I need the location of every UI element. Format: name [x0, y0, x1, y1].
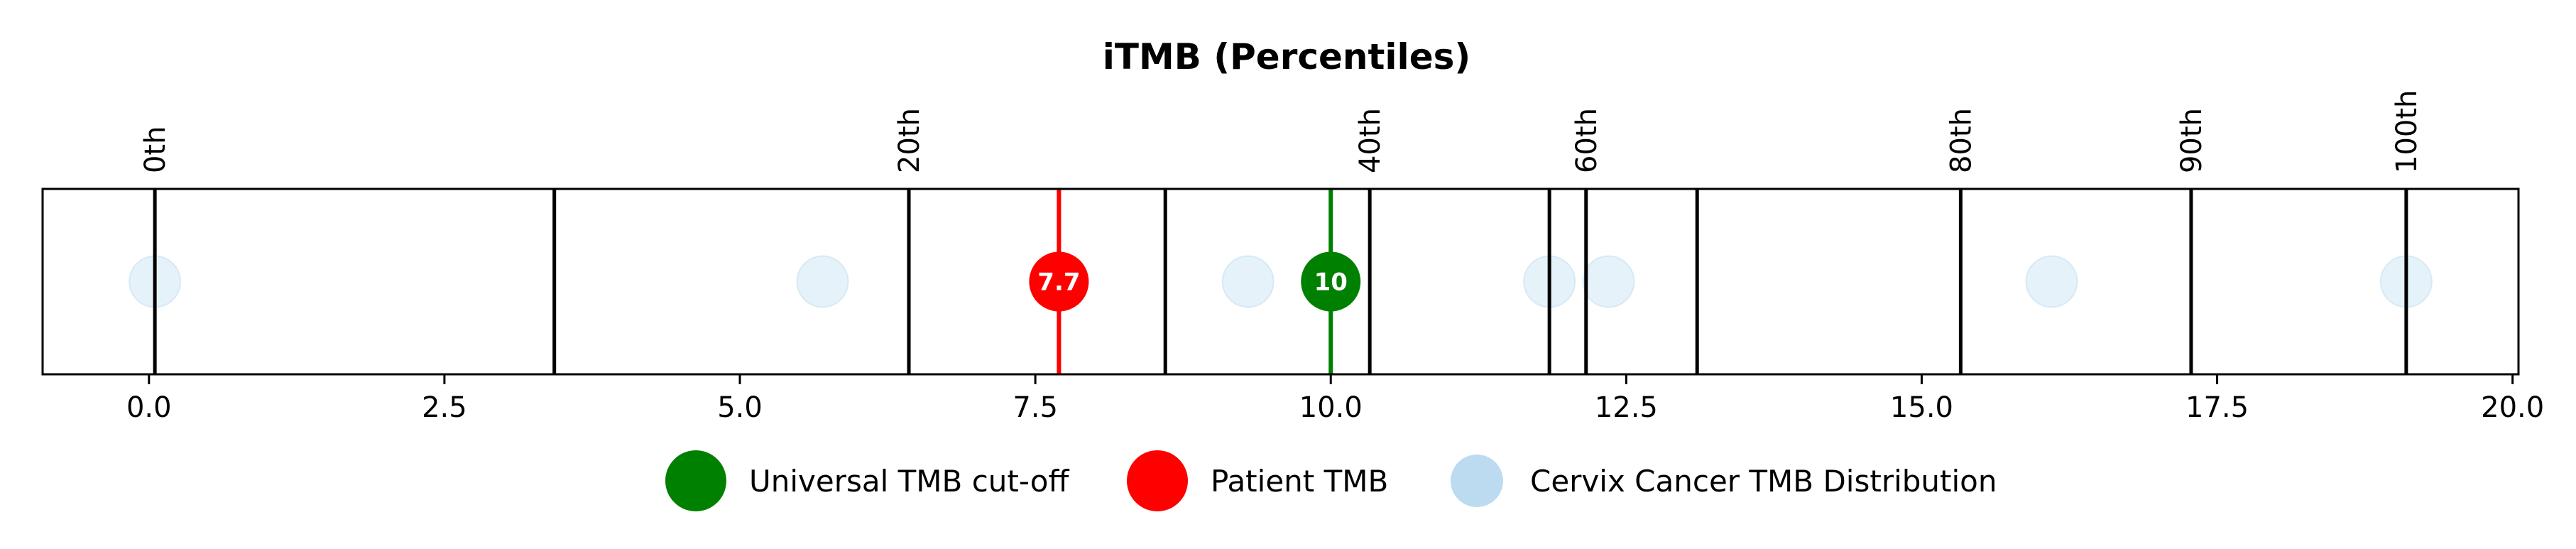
x-tick-label: 0.0	[126, 391, 172, 424]
legend-marker	[1127, 450, 1188, 511]
x-tick-label: 2.5	[422, 391, 467, 424]
x-tick-label: 12.5	[1595, 391, 1658, 424]
plot-frame	[41, 187, 2520, 376]
marker-point	[1301, 251, 1361, 312]
marker-point	[1029, 251, 1089, 312]
x-tick-label: 20.0	[2481, 391, 2544, 424]
legend-label: Cervix Cancer TMB Distribution	[1530, 464, 1997, 499]
percentile-label: 60th	[1571, 108, 1603, 173]
distribution-point	[796, 255, 849, 308]
percentile-label: 100th	[2391, 90, 2423, 173]
x-tick-label: 7.5	[1013, 391, 1058, 424]
legend-marker	[665, 450, 726, 511]
marker-label: 7.7	[1037, 268, 1080, 297]
x-tick-label: 15.0	[1890, 391, 1953, 424]
legend-label: Patient TMB	[1211, 464, 1388, 499]
marker-label: 10	[1314, 268, 1348, 297]
legend-label: Universal TMB cut-off	[749, 464, 1069, 499]
x-tick-label: 17.5	[2185, 391, 2249, 424]
distribution-point	[1582, 255, 1635, 308]
plot-area: 0th 20th 40th 60th 80th 90th 100th 10 7.7 0.0 2.5 5…	[41, 90, 2544, 424]
x-tick-label: 5.0	[717, 391, 763, 424]
percentile-label: 0th	[139, 126, 172, 173]
distribution-point	[2025, 255, 2078, 308]
legend-marker	[1451, 455, 1503, 507]
x-tick-label: 10.0	[1299, 391, 1363, 424]
percentile-label: 90th	[2176, 108, 2208, 173]
legend: Universal TMB cut-off Patient TMB Cervix C…	[665, 450, 1997, 511]
chart-title: iTMB (Percentiles)	[1103, 36, 1470, 77]
distribution-point	[1221, 255, 1275, 308]
percentile-label: 40th	[1354, 108, 1387, 173]
percentile-label: 20th	[893, 108, 926, 173]
percentile-label: 80th	[1945, 108, 1977, 173]
